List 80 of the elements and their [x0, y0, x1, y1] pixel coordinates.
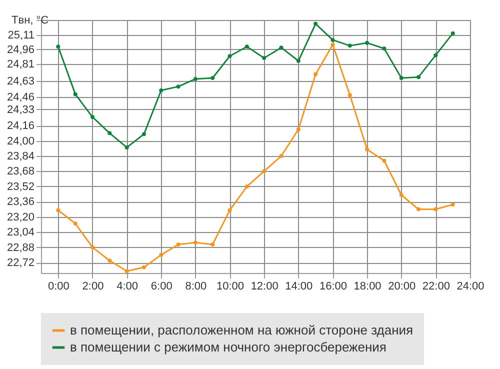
legend-label: в помещении с режимом ночного энергосбережения — [70, 340, 386, 354]
point — [124, 145, 129, 150]
point — [108, 258, 112, 263]
x-tick-label: 0:00 — [48, 280, 70, 292]
point — [108, 131, 112, 136]
point — [382, 158, 386, 163]
point — [228, 54, 232, 58]
y-tick-label: 22,72 — [6, 257, 34, 270]
y-tick-label: 24,63 — [6, 75, 34, 88]
point — [330, 42, 335, 47]
point — [193, 240, 198, 245]
x-tick-label: 20:00 — [388, 280, 416, 292]
point — [244, 44, 249, 49]
point — [450, 31, 455, 36]
point — [416, 75, 421, 80]
point — [176, 84, 180, 89]
point — [210, 76, 215, 80]
point — [399, 193, 404, 198]
y-tick-label: 24,46 — [6, 92, 34, 104]
y-axis-title: Tвн, °C — [12, 14, 49, 26]
y-tick-label: 24,33 — [6, 104, 34, 116]
y-tick-label: 24,00 — [6, 135, 34, 148]
point — [176, 242, 180, 246]
point — [262, 56, 266, 60]
point — [434, 53, 438, 58]
y-tick-label: 24,16 — [6, 120, 34, 132]
x-tick-label: 24:00 — [456, 280, 484, 292]
y-tick-label: 25,11 — [8, 30, 34, 42]
point — [382, 46, 386, 51]
x-tick-label: 14:00 — [285, 280, 313, 292]
legend-label: в помещении, расположенном на южной стороне здания — [70, 322, 414, 338]
y-tick-label: 22,88 — [6, 242, 34, 254]
point — [330, 38, 335, 42]
x-tick-label: 8:00 — [185, 280, 207, 292]
x-tick-label: 16:00 — [319, 280, 347, 292]
point — [210, 242, 215, 246]
y-tick-label: 24,96 — [6, 44, 34, 56]
y-tick-label: 23,36 — [6, 196, 34, 208]
point — [73, 222, 78, 226]
point — [348, 93, 352, 98]
x-tick-label: 10:00 — [216, 280, 244, 292]
point — [314, 22, 318, 26]
x-tick-label: 2:00 — [82, 280, 104, 292]
point — [314, 72, 318, 76]
point — [450, 202, 455, 207]
point — [228, 208, 232, 212]
x-tick-label: 22:00 — [422, 280, 450, 292]
point — [399, 76, 404, 80]
x-tick-label: 12:00 — [250, 280, 278, 292]
point — [244, 184, 249, 188]
point — [142, 132, 146, 136]
point — [365, 147, 370, 152]
point — [90, 245, 94, 250]
point — [90, 115, 94, 120]
y-tick-label: 23,04 — [6, 226, 34, 239]
point — [159, 88, 164, 92]
y-tick-label: 23,84 — [6, 150, 34, 163]
y-tick-label: 23,20 — [6, 211, 34, 224]
x-tick-label: 4:00 — [116, 280, 138, 292]
point — [124, 269, 129, 274]
point — [159, 252, 164, 257]
point — [348, 44, 352, 48]
y-tick-label: 23,68 — [6, 166, 34, 178]
point — [416, 207, 421, 212]
point — [56, 44, 60, 49]
point — [56, 208, 60, 212]
point — [279, 154, 284, 158]
point — [296, 58, 300, 63]
x-tick-label: 18:00 — [354, 280, 382, 292]
point — [279, 46, 284, 50]
point — [296, 127, 300, 132]
x-tick-label: 6:00 — [150, 280, 172, 292]
point — [262, 169, 266, 174]
y-tick-label: 24,81 — [6, 58, 34, 70]
point — [365, 40, 370, 45]
point — [434, 207, 438, 212]
point — [193, 76, 198, 81]
point — [73, 92, 78, 96]
y-tick-label: 23,52 — [6, 180, 34, 193]
point — [142, 265, 146, 270]
